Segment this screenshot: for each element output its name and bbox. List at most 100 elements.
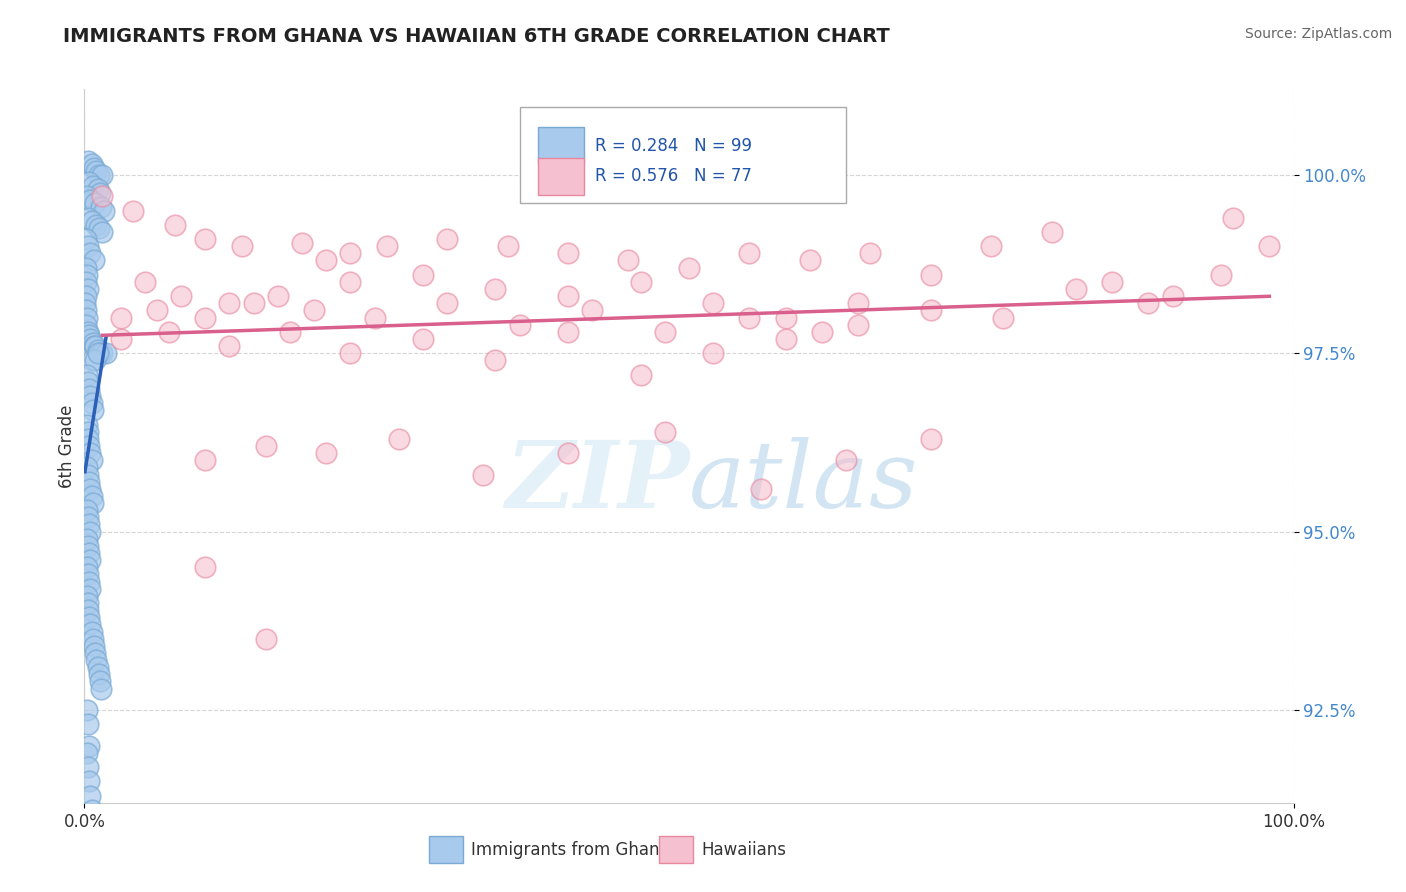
Point (1040, 225, 1063, 239)
Point (496, 239, 519, 253)
Point (775, 332, 797, 346)
Point (75, 232, 97, 246)
FancyBboxPatch shape (538, 158, 583, 194)
Point (557, 325, 579, 339)
Point (77, 375, 100, 389)
Point (82, 335, 104, 350)
Point (86, 343, 108, 357)
Point (84, 196, 107, 211)
Point (86, 346, 108, 360)
Point (1064, 282, 1087, 296)
Point (77, 574, 100, 589)
Point (254, 439, 277, 453)
Point (83, 639, 105, 653)
Point (388, 432, 411, 446)
Point (436, 296, 458, 310)
Point (484, 353, 506, 368)
FancyBboxPatch shape (520, 107, 846, 203)
Point (194, 310, 217, 325)
Point (654, 425, 676, 439)
Point (76, 368, 98, 382)
Text: Hawaiians: Hawaiians (702, 841, 786, 859)
Point (363, 310, 385, 325)
Point (509, 318, 531, 332)
Point (339, 275, 361, 289)
Point (77, 282, 100, 296)
Point (77, 467, 100, 482)
Point (242, 296, 264, 310)
Point (920, 303, 942, 318)
Point (254, 632, 277, 646)
Point (84, 646, 107, 660)
Point (412, 268, 434, 282)
Point (557, 446, 579, 460)
Point (79, 524, 101, 539)
Point (91, 189, 114, 203)
Point (73, 296, 96, 310)
Point (80, 157, 103, 171)
Point (738, 246, 761, 260)
Point (267, 289, 290, 303)
Point (1137, 296, 1160, 310)
Point (218, 339, 240, 353)
Point (484, 282, 506, 296)
Point (76, 310, 98, 325)
Point (86, 164, 108, 178)
Point (87, 168, 110, 182)
Point (80, 803, 103, 817)
Point (77, 610, 100, 624)
Point (79, 553, 101, 567)
Point (846, 318, 869, 332)
Point (702, 296, 724, 310)
Point (77, 239, 100, 253)
Point (82, 403, 104, 417)
Point (79, 332, 101, 346)
Point (157, 325, 180, 339)
Point (86, 218, 108, 232)
Point (89, 346, 111, 360)
Point (617, 253, 640, 268)
Point (77, 475, 100, 489)
Point (231, 239, 253, 253)
Point (82, 496, 104, 510)
Point (76, 703, 98, 717)
Point (75, 303, 97, 318)
Point (775, 310, 797, 325)
Point (110, 310, 132, 325)
Point (1209, 268, 1232, 282)
Point (77, 603, 100, 617)
Point (170, 289, 193, 303)
Point (194, 560, 217, 574)
Point (302, 303, 325, 318)
Point (80, 489, 103, 503)
Point (630, 368, 652, 382)
Point (194, 232, 217, 246)
Point (121, 203, 143, 218)
Point (339, 246, 361, 260)
Point (75, 318, 97, 332)
Point (84, 339, 107, 353)
Point (1161, 289, 1184, 303)
Point (91, 225, 114, 239)
Point (77, 153, 100, 168)
Point (80, 214, 103, 228)
Point (79, 789, 101, 803)
Point (79, 193, 101, 207)
Point (77, 774, 100, 789)
Point (75, 289, 97, 303)
Point (89, 674, 111, 689)
Point (82, 817, 104, 831)
Point (1258, 239, 1281, 253)
Point (79, 389, 101, 403)
Point (77, 596, 100, 610)
Point (76, 417, 98, 432)
Text: Source: ZipAtlas.com: Source: ZipAtlas.com (1244, 27, 1392, 41)
Point (751, 482, 773, 496)
Point (859, 246, 882, 260)
Point (291, 235, 314, 250)
Point (80, 396, 103, 410)
Point (630, 275, 652, 289)
Point (76, 589, 98, 603)
Point (77, 325, 100, 339)
Point (86, 660, 108, 674)
